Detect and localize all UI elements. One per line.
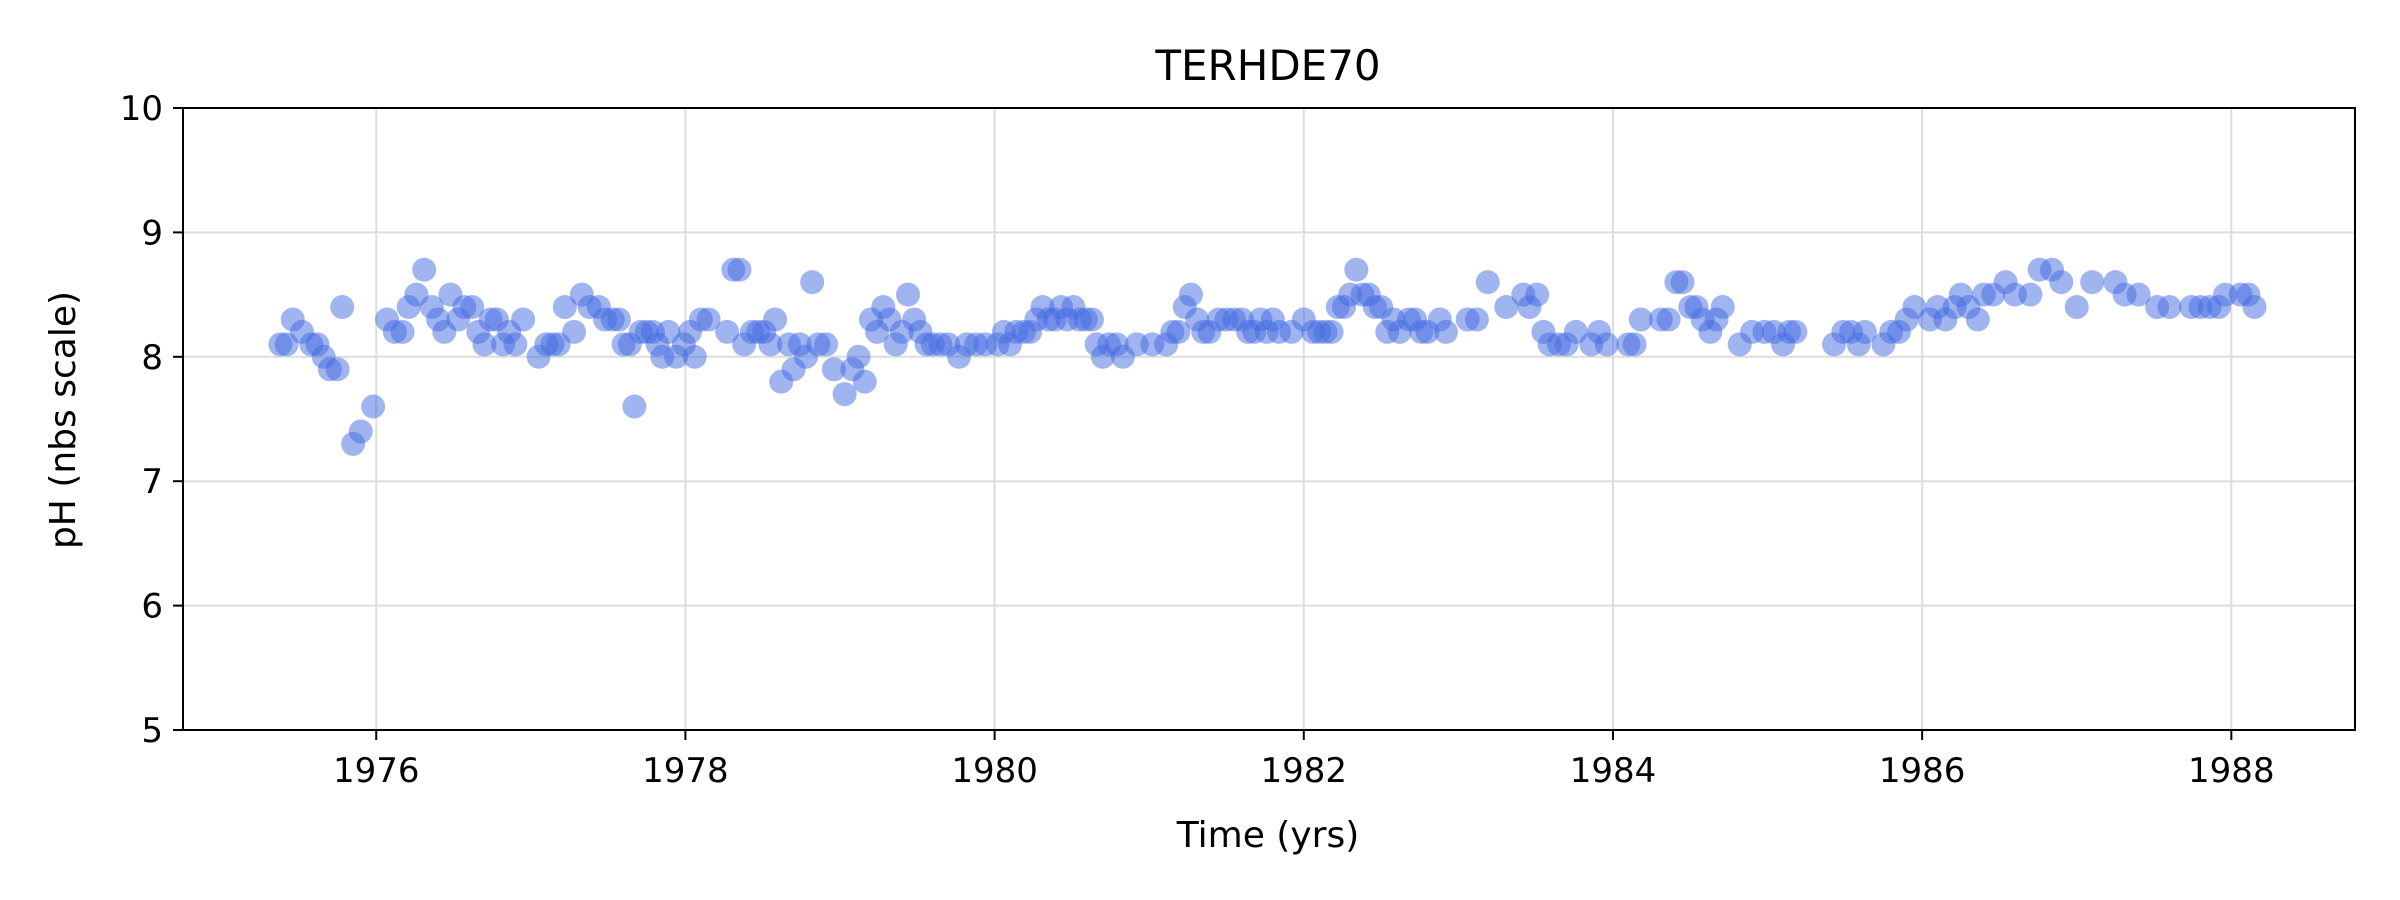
data-point [763,307,788,332]
data-point [1670,270,1695,295]
data-point [1852,319,1877,344]
y-tick-label: 6 [141,587,163,627]
plot-area-frame [182,107,2356,731]
data-point [606,307,631,332]
data-point [348,419,373,444]
data-point [1434,319,1459,344]
data-point [1622,332,1647,357]
data-point [472,332,497,357]
data-point [511,307,536,332]
data-point [2080,270,2105,295]
x-tick-label: 1982 [1261,751,1348,791]
x-tick-label: 1980 [951,751,1038,791]
data-point [412,257,437,282]
y-tick-label: 10 [120,89,163,129]
data-point [1344,257,1369,282]
data-point [562,319,587,344]
data-point [2157,295,2182,320]
data-point [1628,307,1653,332]
data-point [1594,332,1619,357]
y-tick-label: 9 [141,213,163,253]
data-point [1475,270,1500,295]
data-point [503,332,528,357]
data-point [682,344,707,369]
data-point [800,270,825,295]
data-point [2064,295,2089,320]
x-tick-label: 1986 [1879,751,1966,791]
y-tick-label: 5 [141,711,163,751]
data-point [330,295,355,320]
data-point [832,382,857,407]
data-point [846,344,871,369]
data-point [1178,282,1203,307]
data-point [1525,282,1550,307]
data-point [1965,307,1990,332]
data-point [1079,307,1104,332]
data-point [2126,282,2151,307]
data-point [852,369,877,394]
data-point [361,394,386,419]
data-point [696,307,721,332]
data-point [1710,295,1735,320]
data-point [1319,319,1344,344]
data-point [715,319,740,344]
data-point [896,282,921,307]
x-tick-label: 1988 [2188,751,2275,791]
data-point [2242,295,2267,320]
data-point [1783,319,1808,344]
grid-lines [183,108,2355,730]
x-tick-label: 1984 [1570,751,1657,791]
chart-title: TERHDE70 [1154,41,1380,90]
data-point [325,357,350,382]
y-tick-label: 8 [141,338,163,378]
y-axis-label: pH (nbs scale) [43,291,84,549]
data-point [814,332,839,357]
data-point [460,295,485,320]
data-point [2018,282,2043,307]
data-point [1656,307,1681,332]
data-point [390,319,415,344]
x-tick-label: 1976 [333,751,420,791]
x-axis-label: Time (yrs) [1176,815,1360,856]
data-point [2049,270,2074,295]
data-point [821,357,846,382]
data-point [758,332,783,357]
y-tick-label: 7 [141,462,163,502]
data-point [1166,319,1191,344]
data-point [1494,295,1519,320]
data-points [268,257,2267,456]
data-point [622,394,647,419]
axis-ticks: 1976 1978 1980 1982 1984 1986 1988 5 6 7 8 9 10 [120,89,2275,791]
data-point [727,257,752,282]
data-point [552,295,577,320]
data-point [1464,307,1489,332]
x-tick-label: 1978 [642,751,729,791]
